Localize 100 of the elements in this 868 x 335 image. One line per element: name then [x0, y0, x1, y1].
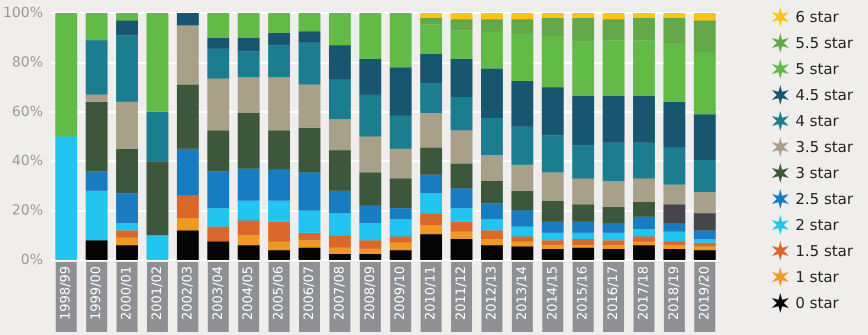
bar — [390, 148, 412, 178]
legend-label: 5 star — [795, 60, 840, 78]
bar — [298, 210, 320, 233]
bar — [572, 248, 594, 260]
bar — [390, 219, 412, 237]
x-tick-label: 2003/04 — [210, 266, 226, 320]
bar — [480, 239, 503, 246]
bar — [238, 168, 260, 201]
x-tick-label: 2002/03 — [180, 266, 196, 320]
bar — [176, 84, 199, 149]
bar — [238, 38, 260, 52]
bar — [602, 245, 625, 249]
bar — [602, 206, 625, 223]
bar — [146, 13, 168, 112]
bar — [542, 172, 564, 201]
bar — [390, 178, 412, 208]
bar — [390, 67, 412, 116]
bar — [328, 45, 351, 80]
bar — [328, 254, 351, 260]
bar — [633, 178, 655, 202]
bar — [238, 113, 260, 169]
bar — [694, 242, 716, 246]
bar — [359, 248, 382, 254]
bar — [146, 112, 168, 162]
bar — [450, 222, 472, 232]
x-tick-label: 2007/08 — [332, 266, 348, 320]
bar — [511, 34, 534, 81]
bar — [420, 213, 442, 226]
bar — [176, 196, 199, 218]
bar — [694, 246, 716, 250]
bar — [694, 13, 716, 20]
bar — [602, 13, 625, 20]
y-tick-label: 0% — [20, 252, 44, 268]
bar — [116, 245, 138, 260]
x-tick-label: 2010/11 — [424, 266, 439, 320]
bar — [450, 232, 472, 240]
bar — [511, 236, 534, 242]
bar — [268, 241, 290, 250]
bar — [633, 40, 655, 96]
bar — [207, 226, 230, 242]
bar — [542, 135, 564, 172]
bar — [663, 44, 686, 102]
bar — [633, 13, 655, 18]
bar — [480, 13, 503, 20]
y-tick-label: 20% — [12, 202, 44, 219]
bar — [390, 208, 412, 220]
bar — [572, 222, 594, 233]
bar — [207, 78, 230, 130]
bar — [86, 190, 108, 240]
bar — [359, 222, 382, 240]
bar — [633, 236, 655, 242]
bar — [450, 13, 472, 20]
bar — [633, 216, 655, 230]
bar — [268, 250, 290, 260]
bar — [268, 32, 290, 46]
bar — [207, 38, 230, 49]
bar — [511, 246, 534, 260]
bar — [298, 172, 320, 211]
x-tick-label: 1999/00 — [89, 266, 104, 320]
x-tick-label: 1998/99 — [58, 266, 74, 320]
bar — [602, 232, 625, 240]
x-tick-label: 2009/10 — [393, 266, 408, 320]
legend-label: 0 star — [795, 294, 840, 312]
y-tick-label: 80% — [12, 54, 44, 70]
bar — [450, 188, 472, 208]
x-tick-label: 2019/20 — [697, 266, 712, 320]
bar — [633, 245, 655, 260]
bar — [572, 41, 594, 96]
bar — [298, 32, 320, 43]
bar — [511, 126, 534, 165]
bar — [572, 239, 594, 246]
bar — [663, 13, 686, 18]
bar — [480, 68, 503, 118]
bar — [480, 155, 503, 181]
bar — [207, 241, 230, 260]
bar — [268, 200, 290, 222]
bar — [359, 240, 382, 249]
legend-label: 1 star — [795, 268, 840, 286]
bar — [511, 164, 534, 191]
bar — [420, 193, 442, 214]
bar — [86, 240, 108, 260]
x-tick-label: 2014/15 — [545, 266, 560, 320]
bar — [359, 13, 382, 59]
bar — [694, 239, 716, 243]
bar — [420, 18, 442, 24]
bar — [146, 235, 168, 260]
x-tick-label: 2018/19 — [666, 266, 682, 320]
x-tick-label: 2001/02 — [150, 266, 165, 320]
bar — [542, 36, 564, 88]
legend-label: 3 star — [795, 164, 840, 182]
bar — [602, 40, 625, 96]
bar — [268, 45, 290, 78]
bar — [390, 236, 412, 243]
bar — [359, 172, 382, 206]
bar — [176, 230, 199, 260]
bar — [420, 225, 442, 234]
bar — [480, 219, 503, 230]
bar — [207, 130, 230, 172]
bar — [146, 161, 168, 236]
bar — [176, 218, 199, 230]
